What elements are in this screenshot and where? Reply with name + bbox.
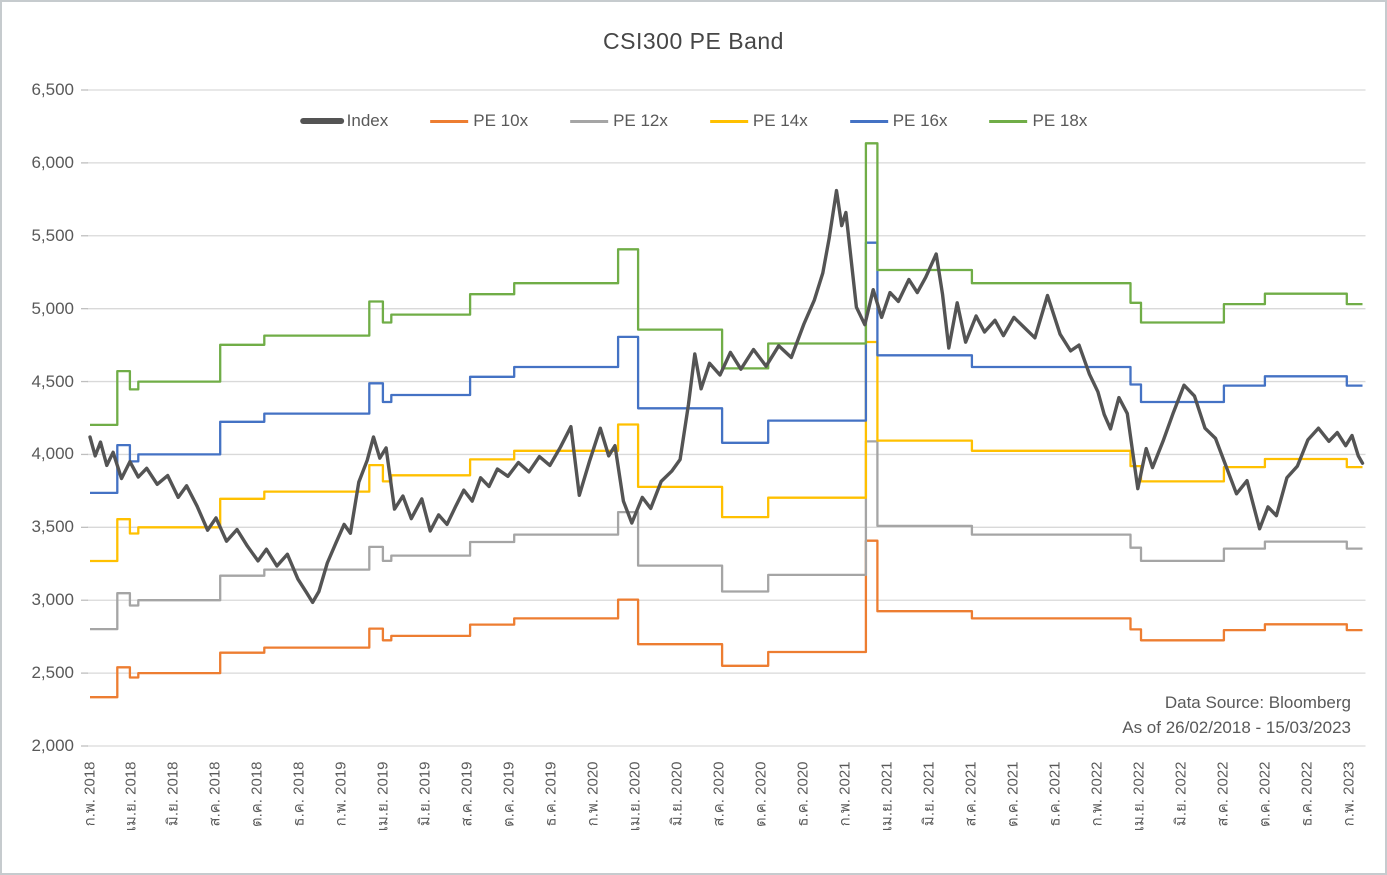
x-axis-tick-label: ต.ค. 2021 [1004, 761, 1022, 828]
series-pe-14x-line [90, 340, 1363, 563]
x-axis-tick-label: ส.ค. 2020 [710, 761, 728, 827]
x-axis-tick-label: เม.ย. 2021 [878, 761, 896, 832]
x-axis-tick-label: เม.ย. 2018 [122, 761, 140, 832]
y-axis-tick-label: 2,500 [31, 663, 74, 683]
x-axis-tick-label: ธ.ค. 2018 [290, 761, 308, 827]
legend-swatch [849, 119, 888, 123]
source-note-line2: As of 26/02/2018 - 15/03/2023 [1122, 718, 1351, 737]
series-pe-12x-line [90, 440, 1363, 631]
legend-label: Index [346, 111, 389, 130]
x-axis-tick-label: ธ.ค. 2022 [1298, 761, 1316, 827]
x-axis-tick-label: ธ.ค. 2021 [1046, 761, 1064, 827]
x-axis-tick-label: ธ.ค. 2019 [542, 761, 560, 827]
x-axis-tick-label: ต.ค. 2018 [248, 761, 266, 828]
x-axis-tick-label: เม.ย. 2019 [374, 761, 392, 832]
legend-item-index: Index [299, 111, 389, 131]
x-axis-tick-label: ส.ค. 2021 [962, 761, 980, 827]
x-axis-tick-label: ส.ค. 2018 [206, 761, 224, 827]
x-axis-tick-label: ส.ค. 2022 [1214, 761, 1232, 827]
y-axis-tick-label: 3,500 [31, 517, 74, 537]
legend-item-pe-14x: PE 14x [709, 111, 808, 131]
x-axis-tick-label: มิ.ย. 2022 [1172, 761, 1190, 827]
chart-title: CSI300 PE Band [603, 28, 784, 54]
source-note: Data Source: Bloomberg As of 26/02/2018 … [1122, 690, 1351, 740]
legend-item-pe-12x: PE 12x [570, 111, 668, 131]
x-axis-tick-label: ต.ค. 2020 [752, 761, 770, 828]
x-axis-tick-label: เม.ย. 2022 [1130, 761, 1148, 832]
x-axis-tick-label: ต.ค. 2019 [500, 761, 518, 828]
y-axis-tick-label: 6,500 [31, 80, 74, 99]
x-axis-tick-label: เม.ย. 2020 [626, 761, 644, 832]
x-axis-tick-label: ก.พ. 2018 [81, 761, 98, 827]
legend: Index PE 10x PE 12x PE 14x PE 16x PE 18x [279, 111, 1109, 131]
y-axis-tick-label: 5,500 [31, 225, 74, 245]
y-axis-tick-label: 6,000 [31, 152, 74, 172]
x-axis-tick-label: ส.ค. 2019 [458, 761, 476, 827]
legend-swatch [570, 119, 609, 123]
series-index-line [88, 188, 1365, 605]
x-axis-tick-label: ก.พ. 2020 [584, 761, 602, 827]
y-axis-tick-label: 4,000 [31, 444, 74, 464]
series-pe-10x-line [90, 539, 1363, 699]
y-axis-tick-label: 4,500 [31, 371, 74, 391]
legend-label: PE 16x [892, 111, 948, 130]
x-axis-tick-label: มิ.ย. 2018 [164, 761, 182, 827]
x-axis-tick-label: ต.ค. 2022 [1256, 761, 1274, 828]
legend-swatch [989, 119, 1028, 123]
legend-label: PE 14x [752, 111, 808, 130]
x-axis-tick-label: ก.พ. 2021 [836, 761, 854, 827]
series-pe-18x-line [90, 142, 1363, 427]
legend-swatch [709, 119, 748, 123]
y-axis-tick-label: 2,000 [31, 736, 74, 755]
source-note-line1: Data Source: Bloomberg [1164, 693, 1351, 712]
legend-label: PE 12x [613, 111, 668, 130]
x-axis-tick-label: มิ.ย. 2021 [920, 761, 938, 827]
y-axis-tick-label: 5,000 [31, 298, 74, 318]
x-axis-tick-label: ก.พ. 2019 [332, 761, 350, 827]
x-axis-tick-label: ก.พ. 2023 [1340, 761, 1358, 827]
legend-swatch [430, 119, 469, 123]
series-pe-16x-line [90, 241, 1363, 495]
legend-label: PE 18x [1032, 111, 1088, 130]
legend-swatch [299, 118, 344, 124]
x-axis-tick-label: ธ.ค. 2020 [794, 761, 812, 827]
x-axis-tick-label: มิ.ย. 2020 [668, 761, 686, 827]
legend-item-pe-16x: PE 16x [849, 111, 948, 131]
legend-label: PE 10x [473, 111, 529, 130]
legend-item-pe-10x: PE 10x [430, 111, 528, 131]
legend-item-pe-18x: PE 18x [989, 111, 1088, 131]
x-axis-tick-label: ก.พ. 2022 [1088, 761, 1106, 827]
y-axis-tick-label: 3,000 [31, 590, 74, 610]
x-axis-tick-label: มิ.ย. 2019 [416, 761, 434, 827]
